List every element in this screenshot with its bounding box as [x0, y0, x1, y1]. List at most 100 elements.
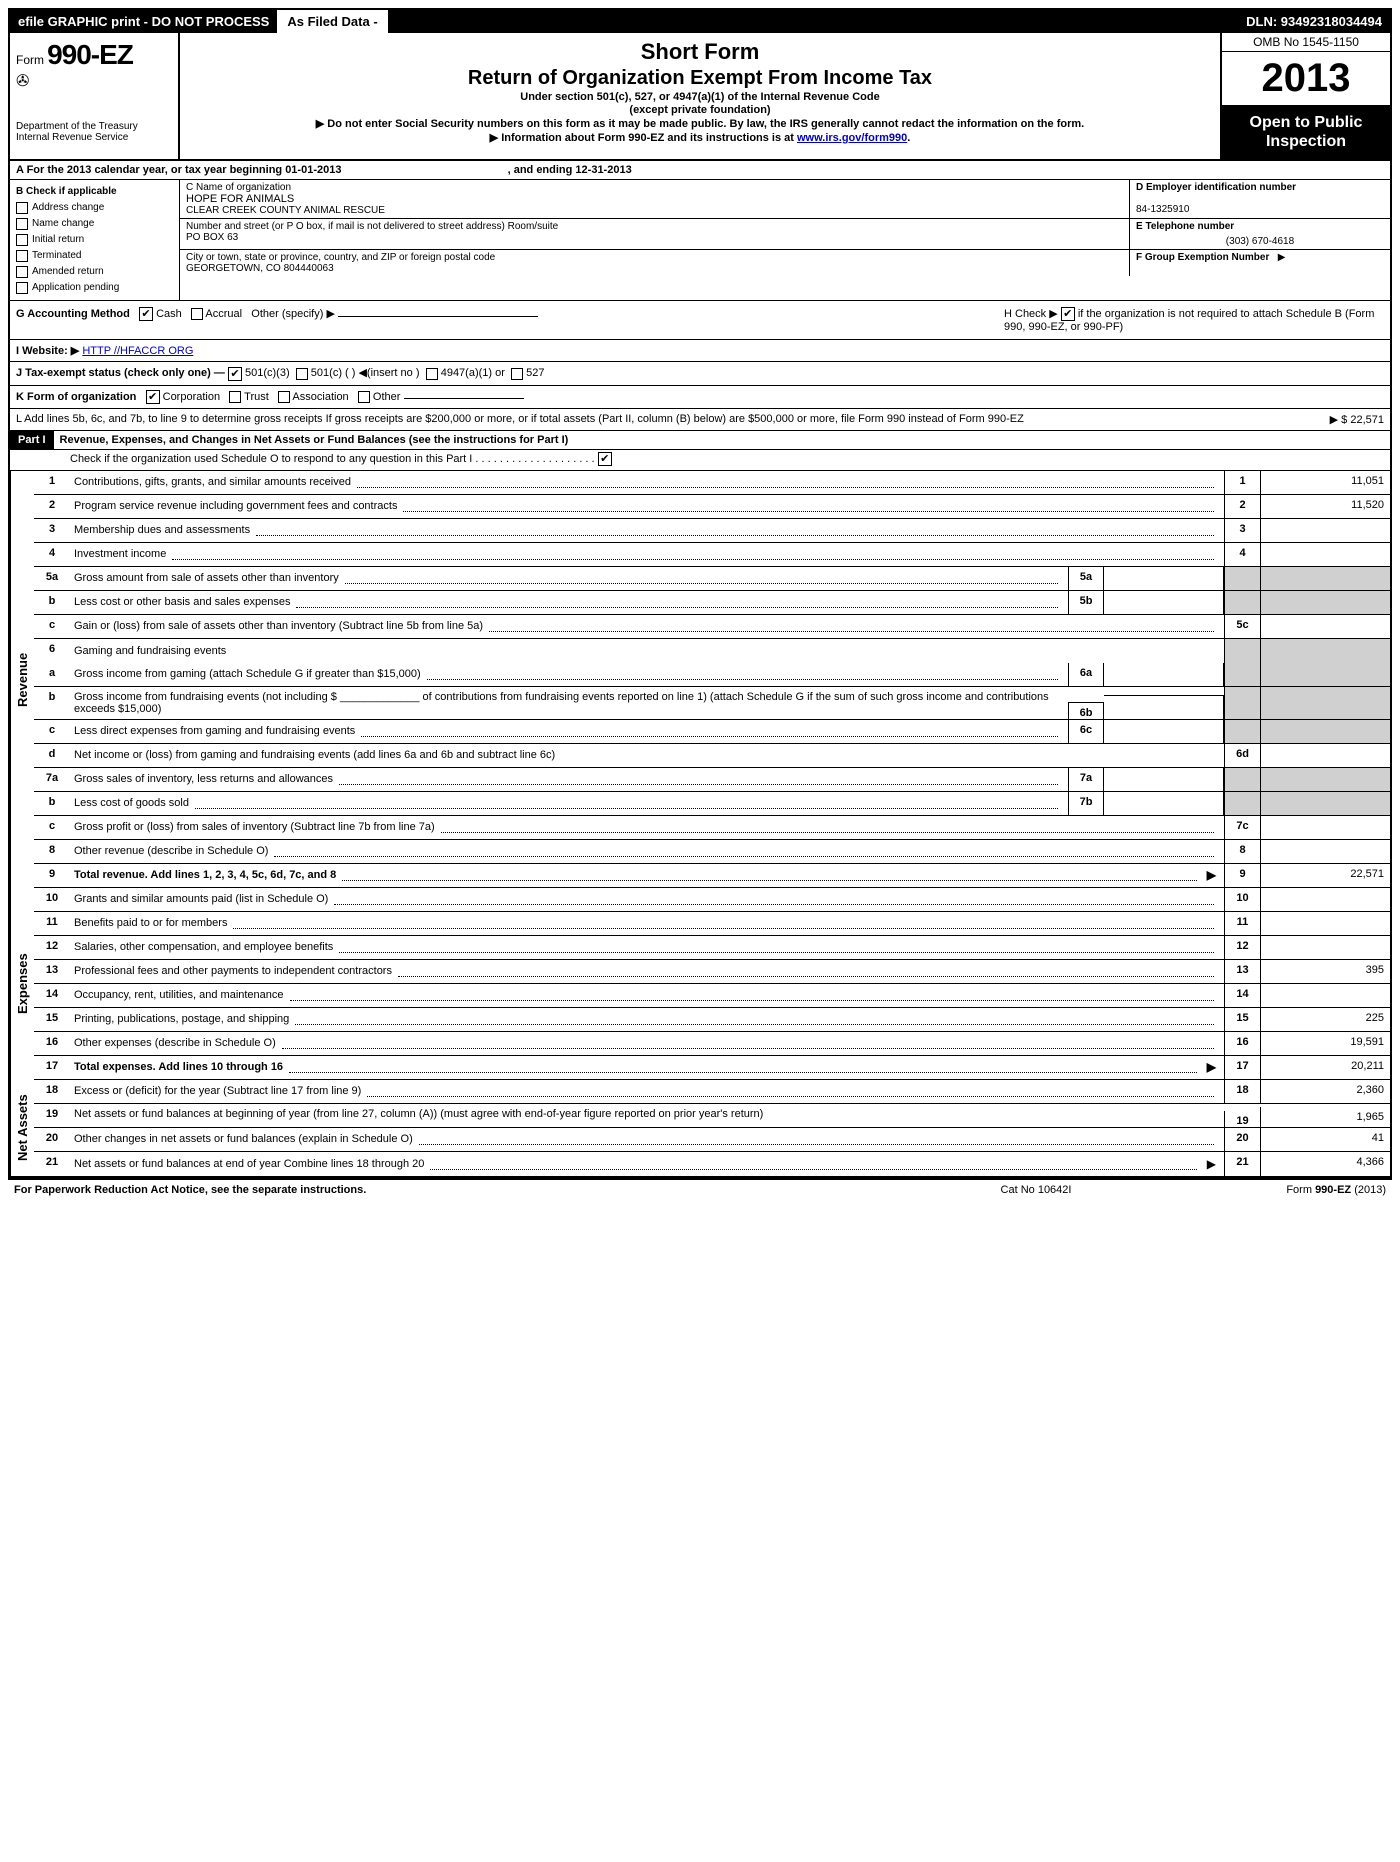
footer-mid: Cat No 10642I: [886, 1184, 1186, 1196]
addr-label: Number and street (or P O box, if mail i…: [186, 221, 558, 232]
header-left: Form 990-EZ ✇ Department of the Treasury…: [10, 33, 180, 159]
b-opt-amended[interactable]: Amended return: [16, 264, 173, 280]
subtitle-2: (except private foundation): [188, 104, 1212, 116]
header-row: Form 990-EZ ✇ Department of the Treasury…: [10, 33, 1390, 161]
dept-irs: Internal Revenue Service: [16, 132, 172, 143]
line-6b: b Gross income from fundraising events (…: [34, 687, 1390, 720]
j-501c-check[interactable]: [296, 368, 308, 380]
k-corp-check[interactable]: ✔: [146, 390, 160, 404]
footer: For Paperwork Reduction Act Notice, see …: [8, 1180, 1392, 1200]
g-other: Other (specify) ▶: [251, 308, 335, 320]
part1-sub-check[interactable]: ✔: [598, 452, 612, 466]
g-cash-check[interactable]: ✔: [139, 307, 153, 321]
city-label: City or town, state or province, country…: [186, 252, 495, 263]
k-assoc-check[interactable]: [278, 391, 290, 403]
ein-value: 84-1325910: [1136, 204, 1189, 215]
netassets-label: Net Assets: [10, 1080, 34, 1176]
col-cdef: C Name of organization HOPE FOR ANIMALS …: [180, 180, 1390, 300]
line-9: 9 Total revenue. Add lines 1, 2, 3, 4, 5…: [34, 864, 1390, 888]
line-6: 6 Gaming and fundraising events: [34, 639, 1390, 663]
j-4947-check[interactable]: [426, 368, 438, 380]
i-row: I Website: ▶ HTTP //HFACCR ORG: [10, 340, 1390, 362]
line-17: 17 Total expenses. Add lines 10 through …: [34, 1056, 1390, 1080]
j-501c3-check[interactable]: ✔: [228, 367, 242, 381]
addr-value: PO BOX 63: [186, 232, 238, 243]
part1-sub: Check if the organization used Schedule …: [10, 450, 1390, 471]
footer-left: For Paperwork Reduction Act Notice, see …: [14, 1184, 886, 1196]
line-21: 21 Net assets or fund balances at end of…: [34, 1152, 1390, 1176]
line-6a: a Gross income from gaming (attach Sched…: [34, 663, 1390, 687]
expenses-label: Expenses: [10, 888, 34, 1080]
sub4-pre: ▶ Information about Form 990-EZ and its …: [490, 132, 797, 144]
line-6d: d Net income or (loss) from gaming and f…: [34, 744, 1390, 768]
k-other-check[interactable]: [358, 391, 370, 403]
b-opt-initial[interactable]: Initial return: [16, 232, 173, 248]
irs-link[interactable]: www.irs.gov/form990: [797, 132, 907, 144]
j-4947: 4947(a)(1) or: [441, 367, 505, 379]
b-opt-address[interactable]: Address change: [16, 200, 173, 216]
d-ein-block: D Employer identification number 84-1325…: [1130, 180, 1390, 219]
line-5b: b Less cost or other basis and sales exp…: [34, 591, 1390, 615]
line-4: 4 Investment income 4: [34, 543, 1390, 567]
c-addr-block: Number and street (or P O box, if mail i…: [180, 219, 1130, 250]
b-label: B Check if applicable: [16, 186, 117, 197]
k-trust: Trust: [244, 390, 269, 402]
open-l1: Open to Public: [1250, 114, 1363, 131]
line-8: 8 Other revenue (describe in Schedule O)…: [34, 840, 1390, 864]
tel-value: (303) 670-4618: [1136, 232, 1384, 247]
org-name2: CLEAR CREEK COUNTY ANIMAL RESCUE: [186, 205, 385, 216]
netassets-section: Net Assets 18 Excess or (deficit) for th…: [10, 1080, 1390, 1178]
asfiled-label: As Filed Data -: [277, 10, 387, 33]
website-link[interactable]: HTTP //HFACCR ORG: [82, 345, 193, 357]
expenses-lines: 10 Grants and similar amounts paid (list…: [34, 888, 1390, 1080]
k-trust-check[interactable]: [229, 391, 241, 403]
b-opt-terminated[interactable]: Terminated: [16, 248, 173, 264]
k-other: Other: [373, 390, 401, 402]
c-name-block: C Name of organization HOPE FOR ANIMALS …: [180, 180, 1130, 219]
footer-right: Form 990-EZ (2013): [1186, 1184, 1386, 1196]
b-opt-pending[interactable]: Application pending: [16, 280, 173, 296]
line-6c: c Less direct expenses from gaming and f…: [34, 720, 1390, 744]
e-tel-block: E Telephone number (303) 670-4618: [1130, 219, 1390, 250]
c-label: C Name of organization: [186, 182, 291, 193]
open-l2: Inspection: [1266, 133, 1346, 150]
h-check[interactable]: ✔: [1061, 307, 1075, 321]
g-cash: Cash: [156, 308, 182, 320]
efile-label: efile GRAPHIC print - DO NOT PROCESS: [10, 10, 277, 33]
row-a-end: , and ending 12-31-2013: [508, 164, 632, 176]
g-accrual-check[interactable]: [191, 308, 203, 320]
part1-header: Part I Revenue, Expenses, and Changes in…: [10, 431, 1390, 450]
k-corp: Corporation: [163, 390, 220, 402]
b-opt-name[interactable]: Name change: [16, 216, 173, 232]
title-return: Return of Organization Exempt From Incom…: [188, 67, 1212, 90]
line-7c: c Gross profit or (loss) from sales of i…: [34, 816, 1390, 840]
line-15: 15 Printing, publications, postage, and …: [34, 1008, 1390, 1032]
subtitle-3: ▶ Do not enter Social Security numbers o…: [188, 117, 1212, 130]
form-number: 990-EZ: [47, 39, 133, 70]
k-assoc: Association: [292, 390, 348, 402]
form-container: efile GRAPHIC print - DO NOT PROCESS As …: [8, 8, 1392, 1180]
revenue-section: Revenue 1 Contributions, gifts, grants, …: [10, 471, 1390, 888]
f-arrow: ▶: [1278, 252, 1286, 263]
j-527-check[interactable]: [511, 368, 523, 380]
l-amount: ▶ $ 22,571: [1234, 413, 1384, 426]
line-13: 13 Professional fees and other payments …: [34, 960, 1390, 984]
h-block: H Check ▶ ✔ if the organization is not r…: [1004, 307, 1384, 333]
header-right: OMB No 1545-1150 2013 Open to Public Ins…: [1220, 33, 1390, 159]
h-pre: H Check ▶: [1004, 308, 1058, 320]
part1-sub-text: Check if the organization used Schedule …: [70, 452, 595, 464]
org-name: HOPE FOR ANIMALS: [186, 193, 294, 205]
line-3: 3 Membership dues and assessments 3: [34, 519, 1390, 543]
omb-number: OMB No 1545-1150: [1222, 33, 1390, 52]
line-11: 11 Benefits paid to or for members 11: [34, 912, 1390, 936]
k-row: K Form of organization ✔ Corporation Tru…: [10, 386, 1390, 409]
line-5c: c Gain or (loss) from sale of assets oth…: [34, 615, 1390, 639]
col-b: B Check if applicable Address change Nam…: [10, 180, 180, 300]
subtitle-4: ▶ Information about Form 990-EZ and its …: [188, 131, 1212, 144]
part1-title: Revenue, Expenses, and Changes in Net As…: [54, 431, 1390, 449]
line-7b: b Less cost of goods sold 7b: [34, 792, 1390, 816]
part1-tag: Part I: [10, 431, 54, 449]
l-row: L Add lines 5b, 6c, and 7b, to line 9 to…: [10, 409, 1390, 431]
e-label: E Telephone number: [1136, 221, 1234, 232]
subtitle-1: Under section 501(c), 527, or 4947(a)(1)…: [188, 91, 1212, 103]
